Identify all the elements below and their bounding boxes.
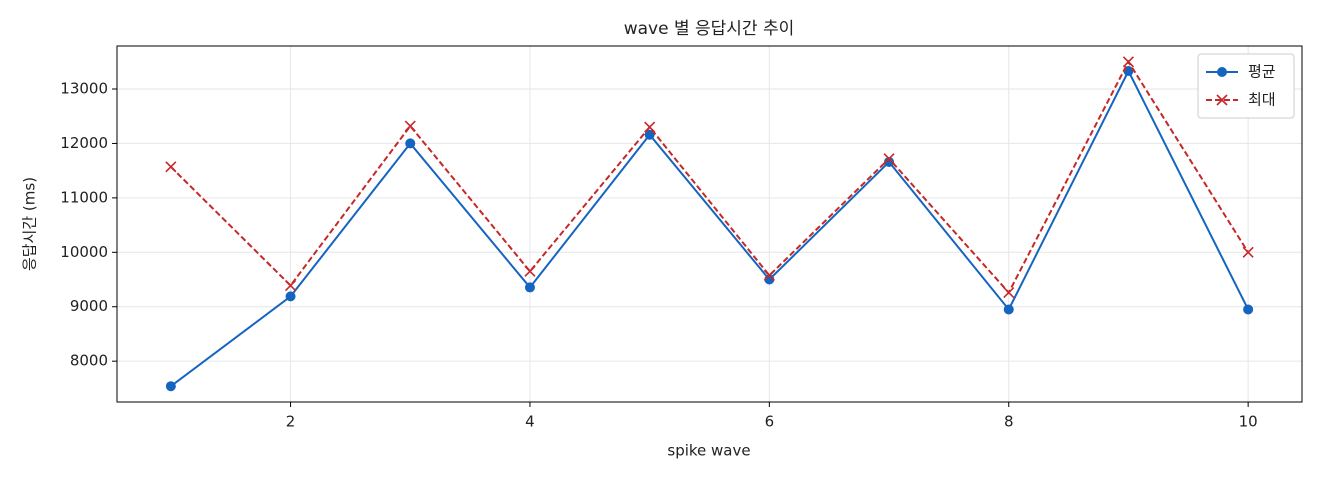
data-point <box>763 269 775 282</box>
data-point <box>644 121 656 133</box>
data-point <box>284 279 297 292</box>
x-tick-label: 8 <box>1004 413 1014 431</box>
y-tick-label: 10000 <box>60 243 108 261</box>
data-point <box>1243 304 1254 315</box>
data-point <box>1122 56 1135 68</box>
y-tick-label: 8000 <box>70 352 108 370</box>
data-point <box>404 120 416 132</box>
legend-label: 최대 <box>1248 91 1276 109</box>
data-point <box>165 381 176 392</box>
data-point <box>644 129 655 140</box>
data-point <box>1003 287 1015 299</box>
data-point <box>405 138 416 149</box>
x-tick-label: 2 <box>286 413 296 431</box>
data-point <box>1003 304 1014 315</box>
legend-marker <box>1217 67 1227 77</box>
x-marker <box>1216 94 1228 106</box>
x-tick-label: 6 <box>765 413 775 431</box>
x-axis-label: spike wave <box>667 442 750 460</box>
x-tick-label: 4 <box>525 413 535 431</box>
x-marker <box>1003 287 1015 299</box>
x-marker <box>284 279 297 292</box>
data-point <box>524 265 536 277</box>
x-marker <box>524 265 536 277</box>
series-line <box>170 59 1249 295</box>
data-point <box>524 282 535 293</box>
y-tick-label: 11000 <box>60 188 108 206</box>
data-point <box>165 161 177 173</box>
y-tick-label: 13000 <box>60 80 108 98</box>
x-marker <box>165 161 177 173</box>
data-point <box>285 291 296 302</box>
x-marker <box>1242 246 1254 258</box>
data-point <box>1242 246 1254 258</box>
legend-label: 평균 <box>1248 63 1276 81</box>
plot-frame <box>116 45 1303 403</box>
y-tick-label: 12000 <box>60 134 108 152</box>
y-axis-label: 응답시간 (ms) <box>21 177 39 271</box>
y-tick-label: 9000 <box>70 297 108 315</box>
x-marker <box>404 120 416 132</box>
data-point <box>884 156 895 167</box>
x-marker <box>763 269 775 282</box>
x-marker <box>1122 56 1135 68</box>
legend-marker <box>1216 94 1228 106</box>
x-marker <box>883 153 895 165</box>
legend-box <box>1197 53 1295 119</box>
x-tick-label: 10 <box>1239 413 1258 431</box>
data-point <box>883 153 895 165</box>
chart-title: wave 별 응답시간 추이 <box>624 19 795 39</box>
series-line <box>170 68 1250 388</box>
x-marker <box>644 121 656 133</box>
